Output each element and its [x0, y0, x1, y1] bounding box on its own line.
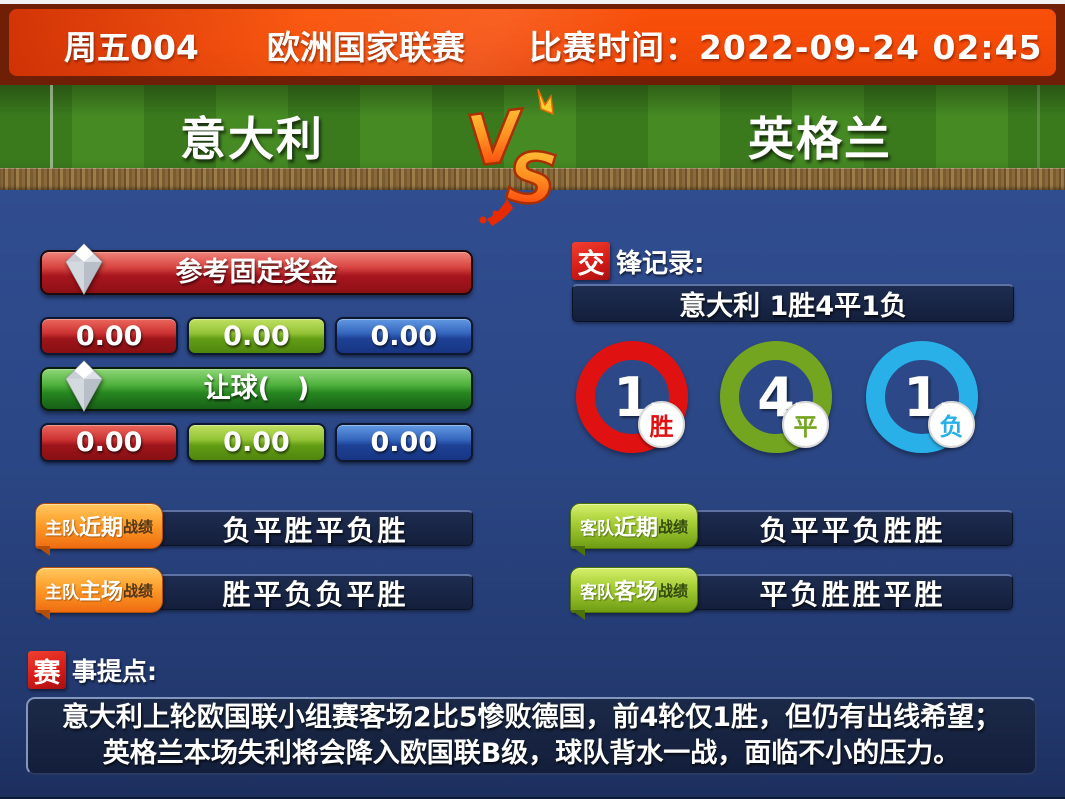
away-recent-tag: 客队 近期 战绩 — [570, 503, 698, 556]
h2h-summary: 意大利 1胜4平1负 — [572, 284, 1014, 322]
fixed-odds-draw-button[interactable]: 0.00 — [187, 317, 326, 355]
header-row: 周五004 欧洲国家联赛 比赛时间：2022-09-24 02:45 — [0, 4, 1065, 85]
away-away-record: 平负胜胜平胜 — [692, 574, 1013, 611]
fixed-odds-banner: 参考固定奖金 — [40, 243, 473, 296]
tips-label-text: 事提点: — [72, 657, 157, 686]
header-bar — [9, 9, 1056, 76]
tips-label: 赛 事提点: — [28, 651, 157, 689]
fixed-odds-title: 参考固定奖金 — [175, 257, 338, 288]
h2h-win-ring: 1 胜 — [576, 341, 688, 453]
diamond-icon — [60, 360, 108, 413]
fixed-odds-values: 0.00 0.00 0.00 — [40, 317, 473, 355]
fixed-odds-loss-button[interactable]: 0.00 — [334, 317, 473, 355]
match-time: 比赛时间：2022-09-24 02:45 — [528, 27, 1043, 67]
match-code: 周五004 — [64, 27, 199, 67]
tips-box: 意大利上轮欧国联小组赛客场2比5惨败德国，前4轮仅1胜，但仍有出线希望； 英格兰… — [26, 697, 1037, 775]
home-recent-tag: 主队 近期 战绩 — [35, 503, 163, 556]
fixed-odds-win-button[interactable]: 0.00 — [40, 317, 179, 355]
header-frame: 周五004 欧洲国家联赛 比赛时间：2022-09-24 02:45 — [0, 4, 1065, 85]
main-panel: 参考固定奖金 0.00 0.00 0.00 让球( ) 0.00 — [0, 190, 1065, 799]
pitch-banner: 意大利 英格兰 V S — [0, 85, 1065, 226]
handicap-loss-button[interactable]: 0.00 — [334, 423, 473, 462]
tips-line-2: 英格兰本场失利将会降入欧国联B级，球队背水一战，面临不小的压力。 — [102, 738, 961, 769]
home-home-record: 胜平负负平胜 — [158, 574, 473, 611]
away-recent-record: 负平平负胜胜 — [692, 510, 1013, 547]
vs-icon: V S — [455, 87, 585, 227]
loss-badge: 负 — [928, 401, 975, 448]
field-line-left — [50, 85, 53, 168]
diamond-icon — [60, 243, 108, 296]
handicap-banner: 让球( ) — [40, 360, 473, 413]
handicap-draw-button[interactable]: 0.00 — [187, 423, 326, 462]
handicap-values: 0.00 0.00 0.00 — [40, 423, 473, 462]
h2h-draw-ring: 4 平 — [720, 341, 832, 453]
svg-text:S: S — [503, 136, 560, 222]
handicap-title: 让球( ) — [203, 373, 310, 404]
h2h-label-text: 锋记录: — [616, 248, 705, 279]
draw-badge: 平 — [782, 401, 829, 448]
field-line-right — [1037, 85, 1040, 168]
top-border — [0, 0, 1065, 4]
h2h-label: 交 锋记录: — [572, 242, 704, 280]
handicap-win-button[interactable]: 0.00 — [40, 423, 179, 462]
win-badge: 胜 — [638, 401, 685, 448]
away-away-tag: 客队 客场 战绩 — [570, 567, 698, 620]
home-home-tag: 主队 主场 战绩 — [35, 567, 163, 620]
away-team-name: 英格兰 — [748, 112, 892, 166]
league-name: 欧洲国家联赛 — [266, 27, 465, 67]
h2h-loss-ring: 1 负 — [866, 341, 978, 453]
h2h-icon: 交 — [572, 242, 610, 280]
tips-icon: 赛 — [28, 651, 66, 689]
home-team-name: 意大利 — [180, 112, 324, 166]
dirt-strip — [0, 168, 1065, 190]
tips-line-1: 意大利上轮欧国联小组赛客场2比5惨败德国，前4轮仅1胜，但仍有出线希望； — [61, 702, 1002, 733]
home-recent-record: 负平胜平负胜 — [158, 510, 473, 547]
